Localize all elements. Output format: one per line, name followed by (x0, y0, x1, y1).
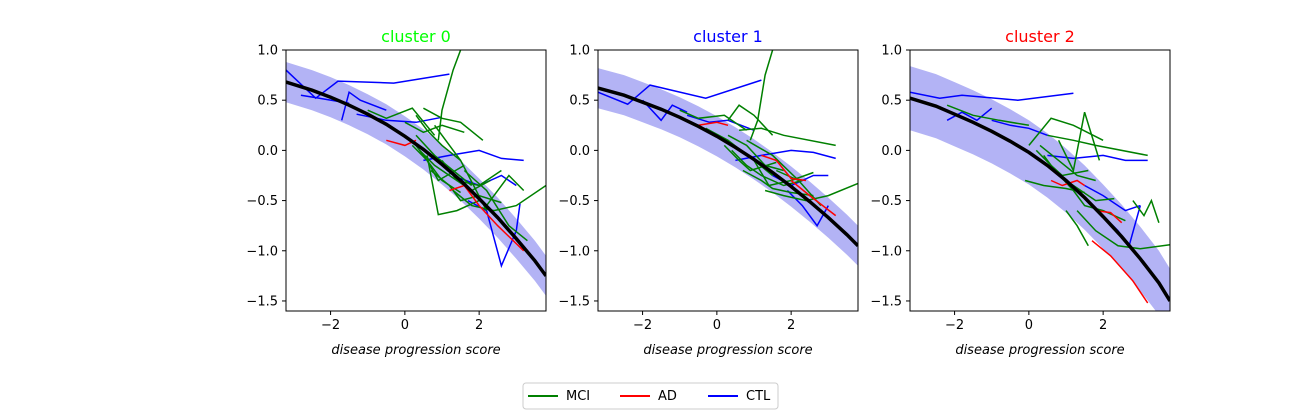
x-tick-label: 2 (787, 318, 795, 333)
confidence-band (910, 66, 1170, 311)
trajectory-mci (1057, 111, 1101, 173)
x-tick-label: 0 (401, 318, 409, 333)
y-tick-label: −1.5 (246, 294, 278, 309)
panel-title: cluster 0 (381, 27, 451, 46)
x-axis-label: disease progression score (955, 343, 1124, 358)
trajectory-mci (1132, 198, 1160, 223)
panels: −2 0 2 1.0 0.5 0.0 −0.5 −1.0 −1.5 cluster 0 diseas… (246, 27, 1171, 358)
y-tick-label: 1.0 (881, 44, 902, 59)
y-tick-label: 0.5 (881, 94, 902, 109)
x-tick-label: −2 (633, 318, 652, 333)
trajectory-mci (1047, 134, 1148, 157)
trajectory-mci (1065, 210, 1089, 247)
trajectory-ad (698, 121, 729, 127)
mean-curve (598, 86, 858, 248)
axes-frame (597, 49, 859, 312)
trajectory-mci (452, 184, 546, 212)
y-tick-label: −0.5 (870, 194, 902, 209)
x-tick-label: −2 (321, 318, 340, 333)
trajectory-ctl (598, 79, 762, 106)
legend-label-ad: AD (658, 389, 677, 404)
legend: MCI AD CTL (522, 382, 779, 410)
confidence-band (598, 68, 858, 266)
trajectory-mci (739, 127, 836, 147)
trajectory-ctl (946, 107, 993, 122)
y-tick-label: 0.0 (257, 144, 278, 159)
y-tick-label: −1.0 (870, 244, 902, 259)
trajectory-mci (746, 139, 800, 182)
x-axis-label: disease progression score (331, 343, 500, 358)
trajectory-mci (1076, 210, 1170, 250)
y-tick-label: −1.0 (558, 244, 590, 259)
panel-2: −2 0 2 1.0 0.5 0.0 −0.5 −1.0 −1.5 cluster 2 diseas… (870, 27, 1171, 358)
y-tick-label: 1.0 (569, 44, 590, 59)
trajectory-mci (727, 134, 784, 172)
trajectory-mci (404, 121, 465, 134)
trajectory-mci (1028, 117, 1104, 146)
trajectory-ctl (991, 119, 1048, 137)
trajectory-mci (679, 109, 748, 131)
x-tick-label: 0 (713, 318, 721, 333)
trajectory-mci (426, 155, 480, 216)
trajectory-ad (1095, 209, 1123, 224)
trajectory-ad (790, 179, 837, 217)
trajectory-ad (1091, 240, 1149, 304)
y-tick-label: 0.5 (257, 94, 278, 109)
trajectory-mci (749, 50, 774, 141)
panel-0: −2 0 2 1.0 0.5 0.0 −0.5 −1.0 −1.5 cluster 0 diseas… (246, 27, 547, 358)
plot-area (910, 66, 1170, 311)
x-tick-label: 0 (1025, 318, 1033, 333)
panel-title: cluster 2 (1005, 27, 1075, 46)
trajectory-mci (419, 149, 491, 192)
trajectory-mci (753, 160, 814, 187)
axes-frame (909, 49, 1171, 312)
x-axis-label: disease progression score (643, 343, 812, 358)
y-tick-label: −0.5 (558, 194, 590, 209)
trajectory-mci (423, 107, 484, 141)
panel-title: cluster 1 (693, 27, 763, 46)
plot-area (286, 50, 546, 296)
trajectory-ctl (423, 149, 524, 162)
trajectory-ctl (340, 90, 387, 121)
y-tick-label: 0.5 (569, 94, 590, 109)
panel-1: −2 0 2 1.0 0.5 0.0 −0.5 −1.0 −1.5 cluster 1 diseas… (558, 27, 859, 358)
trajectory-mci (485, 174, 525, 207)
trajectory-mci (433, 124, 488, 211)
trajectory-mci (1035, 149, 1089, 177)
trajectory-ctl (910, 91, 1074, 101)
trajectory-ad (478, 205, 525, 252)
trajectory-mci (437, 50, 462, 141)
trajectory-mci (415, 114, 462, 161)
y-tick-label: −1.0 (246, 244, 278, 259)
y-tick-label: −1.5 (870, 294, 902, 309)
legend-label-mci: MCI (566, 389, 590, 404)
trajectory-mci (1039, 144, 1096, 182)
plot-area (598, 50, 858, 266)
mean-curve (286, 80, 546, 277)
y-tick-label: 0.0 (569, 144, 590, 159)
trajectory-ctl (1047, 154, 1148, 162)
confidence-band (286, 62, 546, 296)
legend-box (522, 382, 779, 410)
trajectory-ctl (1084, 184, 1141, 212)
trajectory-mci (946, 104, 1030, 127)
trajectory-ad (761, 154, 807, 182)
y-tick-label: 1.0 (257, 44, 278, 59)
trajectory-mci (727, 104, 774, 136)
axes-frame (285, 49, 547, 312)
x-tick-label: −2 (945, 318, 964, 333)
trajectory-mci (367, 107, 436, 136)
x-tick-label: 2 (475, 318, 483, 333)
legend-label-ctl: CTL (746, 389, 771, 404)
y-tick-label: 0.0 (881, 144, 902, 159)
y-tick-label: −0.5 (246, 194, 278, 209)
x-tick-label: 2 (1099, 318, 1107, 333)
trajectory-mci (463, 169, 528, 242)
y-tick-label: −1.5 (558, 294, 590, 309)
mean-curve (910, 96, 1170, 302)
